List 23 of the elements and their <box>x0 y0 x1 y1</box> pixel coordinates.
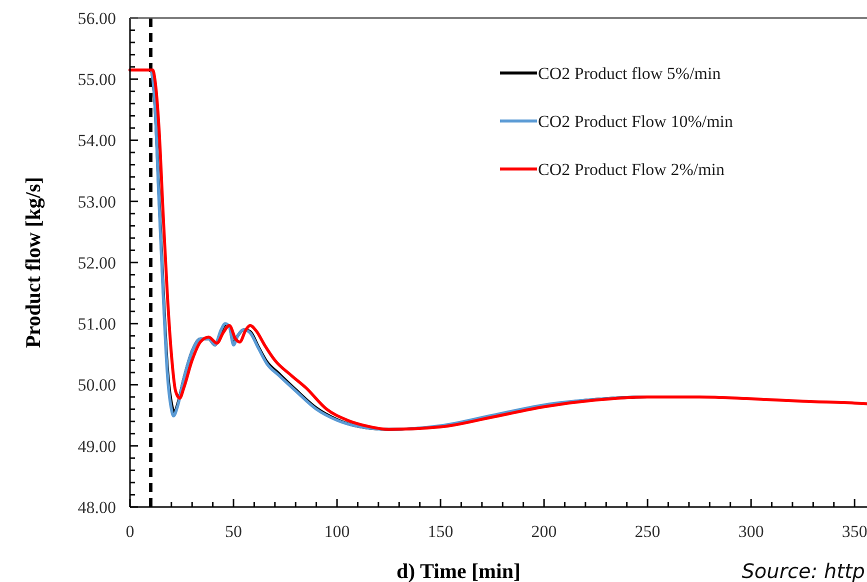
y-tick-label: 56.00 <box>78 8 116 28</box>
legend-label: CO2 Product Flow 2%/min <box>538 160 726 179</box>
line-series <box>128 68 867 431</box>
legend-label: CO2 Product flow 5%/min <box>538 64 722 83</box>
y-tick-label: 53.00 <box>78 192 116 212</box>
legend-label: CO2 Product Flow 10%/min <box>538 112 734 131</box>
y-tick-label: 48.00 <box>78 498 116 517</box>
y-axis-title: Product flow [kg/s] <box>21 176 45 348</box>
x-tick-label: 50 <box>225 522 242 541</box>
x-tick-label: 100 <box>324 522 350 541</box>
x-tick-label: 0 <box>126 522 134 541</box>
x-tick-label: 350 <box>842 522 867 541</box>
y-tick-label: 55.00 <box>78 70 116 90</box>
x-tick-label: 250 <box>634 522 660 541</box>
x-tick-label: 200 <box>531 522 557 541</box>
y-tick-label: 51.00 <box>78 314 116 334</box>
x-tick-label: 150 <box>428 522 454 541</box>
source-note: Source: http <box>742 559 865 582</box>
y-tick-label: 54.00 <box>78 131 116 150</box>
x-tick-label: 300 <box>738 522 764 541</box>
y-tick-label: 49.00 <box>78 436 116 456</box>
y-tick-label: 50.00 <box>78 376 116 395</box>
y-tick-label: 52.00 <box>78 253 116 272</box>
